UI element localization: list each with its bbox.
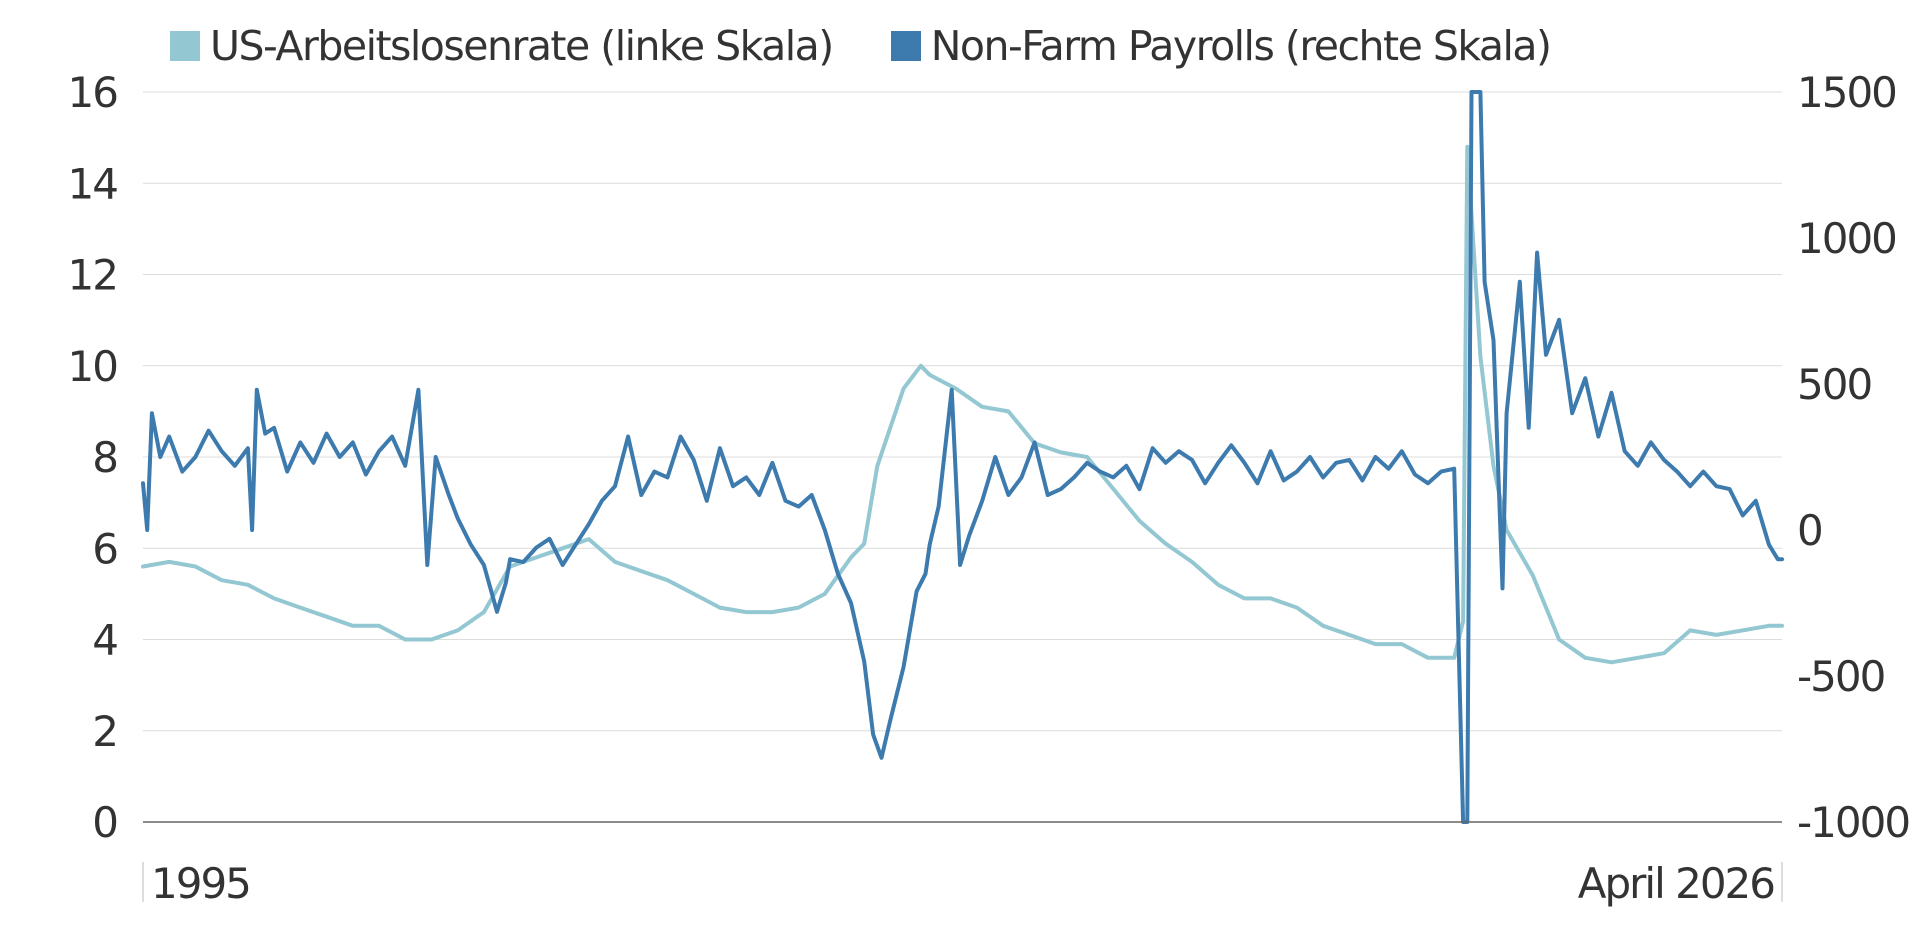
right-axis-ticks: -1000 -500 0 500 1000 1500 (1797, 68, 1911, 847)
left-tick-label: 16 (68, 68, 118, 117)
left-tick-label: 6 (92, 524, 117, 573)
legend: US-Arbeitslosenrate (linke Skala) Non-Fa… (170, 22, 1609, 70)
legend-label-unemployment: US-Arbeitslosenrate (linke Skala) (210, 22, 834, 70)
left-tick-label: 2 (92, 707, 117, 756)
x-axis-start-label: 1995 (151, 859, 250, 908)
left-tick-label: 14 (68, 159, 118, 208)
series-layer (141, 90, 1784, 824)
right-tick-label: -500 (1797, 652, 1884, 701)
legend-item-unemployment: US-Arbeitslosenrate (linke Skala) (170, 22, 834, 70)
legend-swatch-unemployment (170, 31, 200, 61)
right-tick-label: 500 (1797, 360, 1871, 409)
left-axis-ticks: 0 2 4 6 8 10 12 14 16 (68, 68, 120, 847)
left-tick-label: 10 (68, 342, 117, 391)
right-tick-label: 1000 (1797, 214, 1896, 263)
grid-lines (143, 91, 1782, 732)
right-tick-label: 1500 (1797, 68, 1896, 117)
unemployment-rate-line (141, 144, 1784, 665)
left-tick-label: 8 (92, 433, 117, 482)
left-tick-label: 12 (68, 251, 117, 300)
legend-swatch-payrolls (890, 31, 921, 61)
legend-label-payrolls: Non-Farm Payrolls (rechte Skala) (930, 22, 1552, 70)
right-tick-label: -1000 (1797, 798, 1909, 847)
left-tick-label: 0 (92, 798, 117, 847)
x-axis-end-label: April 2026 (1578, 859, 1775, 908)
legend-item-payrolls: Non-Farm Payrolls (rechte Skala) (890, 22, 1552, 70)
left-tick-label: 4 (92, 616, 117, 665)
payrolls-line (141, 90, 1784, 824)
right-tick-label: 0 (1797, 506, 1822, 555)
